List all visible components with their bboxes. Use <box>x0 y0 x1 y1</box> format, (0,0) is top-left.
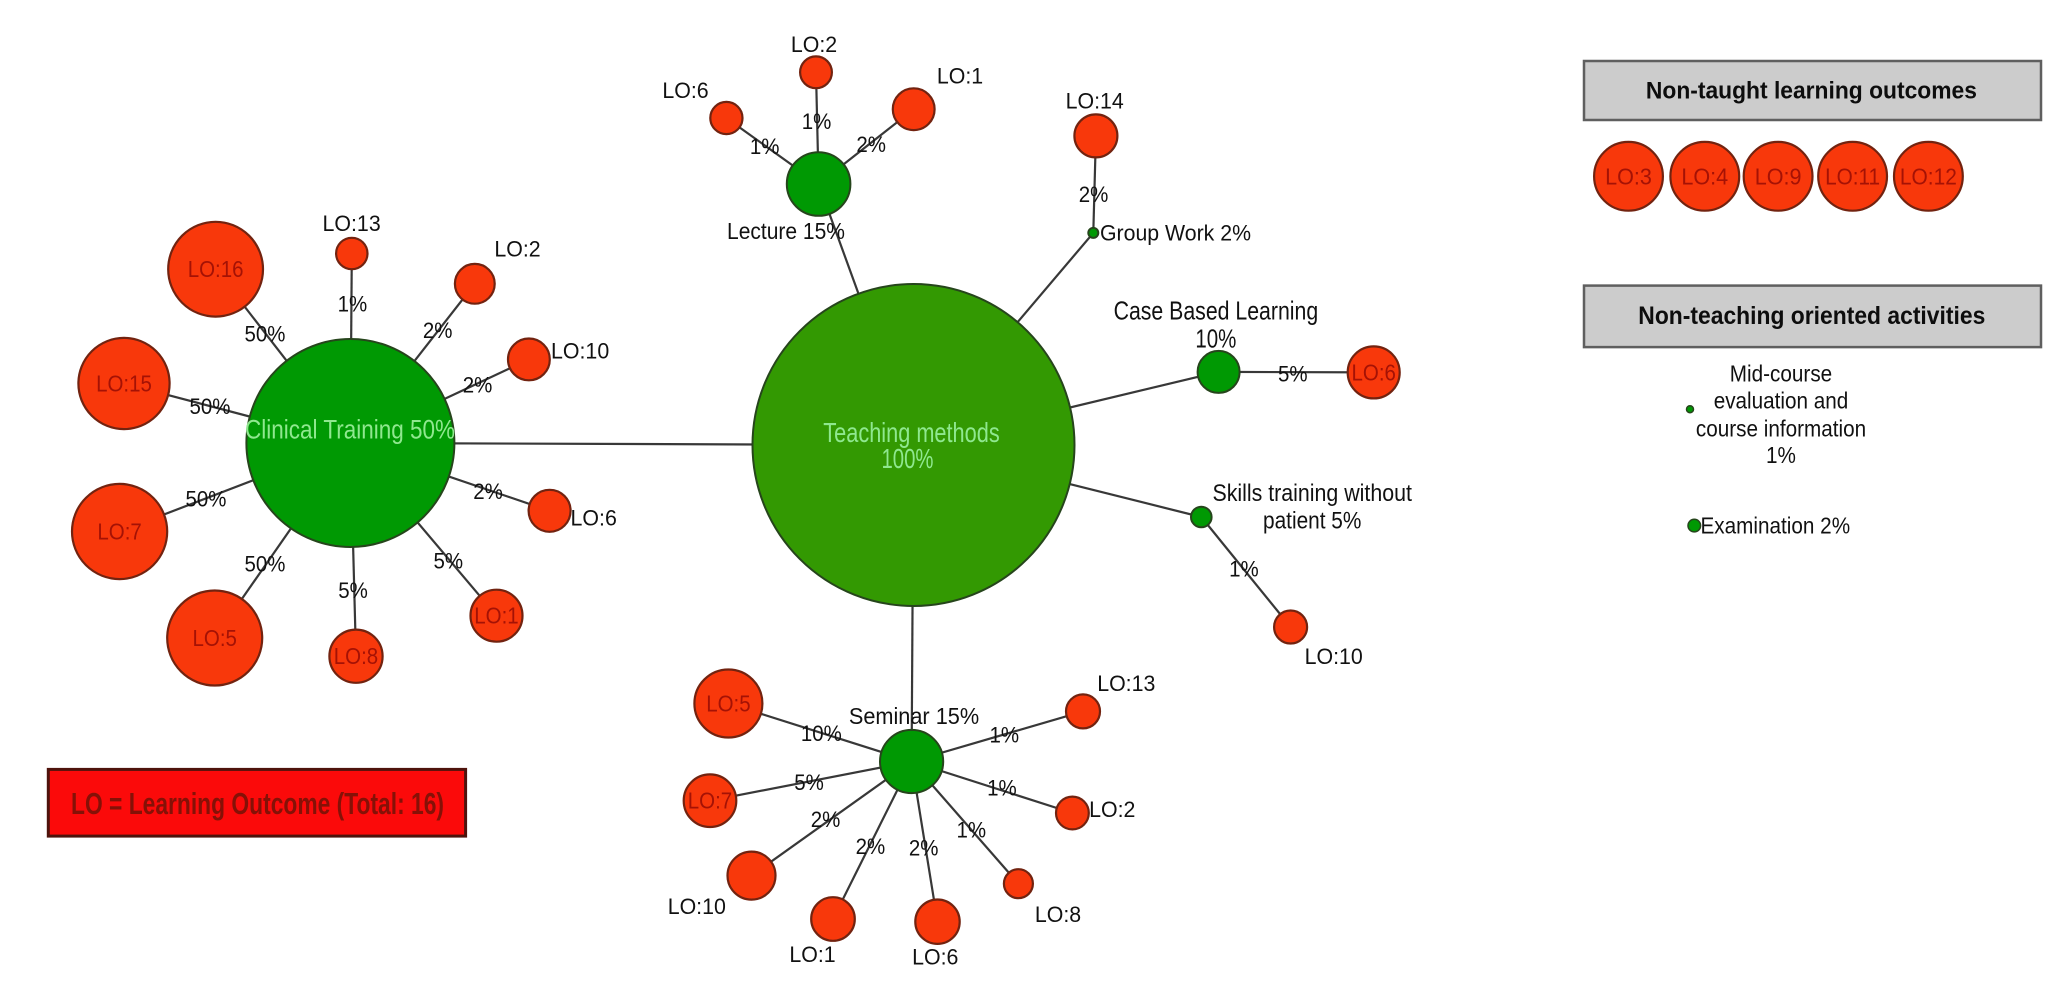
svg-text:1%: 1% <box>802 109 832 134</box>
svg-text:LO:6: LO:6 <box>1352 359 1396 385</box>
svg-text:2%: 2% <box>811 807 841 832</box>
svg-text:Teaching methods: Teaching methods <box>823 417 999 448</box>
svg-text:2%: 2% <box>473 479 503 504</box>
svg-text:LO:15: LO:15 <box>96 371 152 397</box>
svg-text:Mid-course: Mid-course <box>1730 361 1832 387</box>
svg-text:1%: 1% <box>990 723 1020 748</box>
svg-text:1%: 1% <box>957 817 987 842</box>
svg-text:5%: 5% <box>338 578 368 603</box>
svg-text:LO:2: LO:2 <box>1089 797 1135 822</box>
svg-text:Lecture 15%: Lecture 15% <box>727 218 845 244</box>
svg-text:LO:6: LO:6 <box>571 505 617 530</box>
svg-text:Examination 2%: Examination 2% <box>1701 513 1851 539</box>
svg-text:Clinical Training 50%: Clinical Training 50% <box>245 415 455 445</box>
svg-text:LO:4: LO:4 <box>1681 163 1728 189</box>
svg-text:LO:13: LO:13 <box>1097 671 1155 696</box>
svg-text:2%: 2% <box>1079 182 1109 207</box>
svg-text:evaluation and: evaluation and <box>1714 387 1849 413</box>
svg-text:2%: 2% <box>463 373 493 398</box>
svg-text:Case Based Learning: Case Based Learning <box>1114 296 1319 326</box>
svg-text:50%: 50% <box>245 322 286 347</box>
svg-text:LO:10: LO:10 <box>551 338 609 363</box>
svg-text:LO:13: LO:13 <box>323 211 381 236</box>
svg-text:50%: 50% <box>245 551 286 576</box>
svg-text:LO:10: LO:10 <box>668 894 726 919</box>
svg-text:5%: 5% <box>794 770 824 795</box>
svg-text:2%: 2% <box>423 318 453 343</box>
svg-text:patient 5%: patient 5% <box>1263 508 1361 535</box>
svg-text:LO:16: LO:16 <box>188 256 244 282</box>
svg-text:50%: 50% <box>190 394 231 419</box>
svg-text:Seminar 15%: Seminar 15% <box>849 703 979 729</box>
svg-text:Skills training without: Skills training without <box>1212 480 1412 507</box>
svg-text:LO:11: LO:11 <box>1825 163 1880 189</box>
svg-text:LO:10: LO:10 <box>1305 644 1363 669</box>
svg-text:LO:6: LO:6 <box>912 944 958 969</box>
svg-text:LO:3: LO:3 <box>1605 163 1652 189</box>
svg-text:1%: 1% <box>1766 442 1796 468</box>
svg-text:5%: 5% <box>434 549 464 574</box>
svg-text:LO:14: LO:14 <box>1066 88 1124 113</box>
svg-text:LO:6: LO:6 <box>662 78 708 103</box>
svg-text:5%: 5% <box>1278 361 1308 386</box>
svg-text:LO:5: LO:5 <box>706 691 750 717</box>
svg-text:10%: 10% <box>801 721 842 746</box>
svg-text:LO:8: LO:8 <box>334 643 378 669</box>
svg-text:LO = Learning Outcome (Total:: LO = Learning Outcome (Total: 16) <box>71 786 444 821</box>
svg-text:LO:5: LO:5 <box>193 625 237 651</box>
svg-text:LO:7: LO:7 <box>688 788 732 814</box>
svg-text:Group Work 2%: Group Work 2% <box>1100 221 1251 246</box>
svg-text:10%: 10% <box>1195 323 1236 353</box>
svg-text:1%: 1% <box>987 775 1017 800</box>
svg-text:LO:2: LO:2 <box>494 237 540 262</box>
svg-text:LO:1: LO:1 <box>474 603 518 629</box>
svg-text:LO:8: LO:8 <box>1035 902 1081 927</box>
svg-text:2%: 2% <box>856 132 886 157</box>
svg-text:1%: 1% <box>750 134 780 159</box>
svg-text:1%: 1% <box>1229 557 1259 582</box>
svg-text:LO:2: LO:2 <box>791 32 837 57</box>
svg-text:2%: 2% <box>909 836 939 861</box>
svg-text:Non-teaching oriented activiti: Non-teaching oriented activities <box>1638 302 1985 330</box>
svg-text:LO:1: LO:1 <box>937 63 983 88</box>
svg-text:100%: 100% <box>882 443 934 474</box>
svg-text:2%: 2% <box>856 834 886 859</box>
svg-text:LO:12: LO:12 <box>1900 163 1957 189</box>
svg-text:LO:9: LO:9 <box>1755 163 1802 189</box>
svg-text:LO:7: LO:7 <box>97 519 141 545</box>
svg-text:LO:1: LO:1 <box>789 942 835 967</box>
svg-text:1%: 1% <box>338 292 368 317</box>
svg-text:50%: 50% <box>186 487 227 512</box>
svg-text:Non-taught learning outcomes: Non-taught learning outcomes <box>1646 78 1977 105</box>
svg-text:course information: course information <box>1696 415 1866 441</box>
